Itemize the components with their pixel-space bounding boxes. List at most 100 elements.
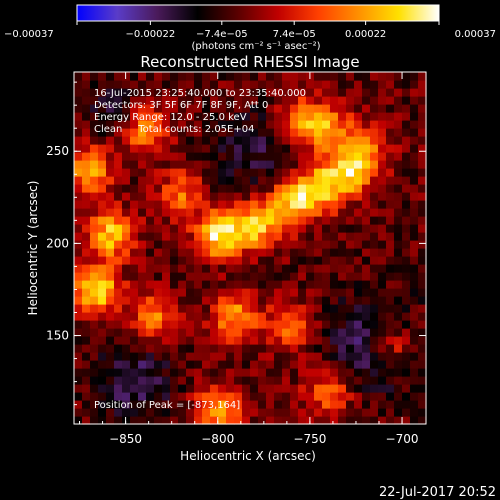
heatmap-cell (250, 304, 259, 313)
heatmap-cell (378, 232, 387, 241)
heatmap-cell (306, 128, 315, 137)
heatmap-cell (186, 416, 195, 425)
heatmap-cell (82, 296, 91, 305)
heatmap-cell (90, 296, 99, 305)
heatmap-cell (354, 240, 363, 249)
heatmap-cell (210, 376, 219, 385)
heatmap-cell (202, 392, 211, 401)
heatmap-cell (194, 208, 203, 217)
heatmap-cell (402, 120, 411, 129)
heatmap-cell (402, 144, 411, 153)
heatmap-cell (82, 88, 91, 97)
heatmap-cell (402, 360, 411, 369)
heatmap-cell (194, 264, 203, 273)
heatmap-cell (410, 288, 419, 297)
heatmap-cell (330, 152, 339, 161)
heatmap-cell (378, 168, 387, 177)
heatmap-cell (370, 200, 379, 209)
heatmap-cell (178, 360, 187, 369)
heatmap-cell (170, 152, 179, 161)
heatmap-cell (298, 344, 307, 353)
heatmap-cell (74, 72, 83, 81)
heatmap-cell (178, 208, 187, 217)
heatmap-cell (82, 232, 91, 241)
heatmap-cell (378, 328, 387, 337)
heatmap-cell (178, 96, 187, 105)
heatmap-cell (258, 376, 267, 385)
heatmap-cell (162, 256, 171, 265)
heatmap-cell (122, 336, 131, 345)
heatmap-cell (114, 72, 123, 81)
heatmap-cell (258, 280, 267, 289)
heatmap-cell (138, 152, 147, 161)
heatmap-cell (138, 88, 147, 97)
heatmap-cell (338, 368, 347, 377)
heatmap-cell (282, 400, 291, 409)
heatmap-cell (370, 120, 379, 129)
heatmap-cell (362, 320, 371, 329)
heatmap-cell (330, 288, 339, 297)
heatmap-cell (394, 152, 403, 161)
heatmap-cell (106, 336, 115, 345)
heatmap-cell (170, 112, 179, 121)
heatmap-cell (218, 304, 227, 313)
heatmap-cell (162, 352, 171, 361)
heatmap-cell (354, 272, 363, 281)
heatmap-cell (226, 184, 235, 193)
heatmap-cell (394, 192, 403, 201)
heatmap-cell (226, 208, 235, 217)
heatmap-cell (250, 168, 259, 177)
heatmap-cell (258, 400, 267, 409)
heatmap-cell (138, 160, 147, 169)
heatmap-cell (210, 224, 219, 233)
heatmap-cell (154, 96, 163, 105)
heatmap-cell (242, 104, 251, 113)
heatmap-cell (74, 280, 83, 289)
heatmap-cell (402, 128, 411, 137)
heatmap-cell (418, 376, 427, 385)
heatmap-cell (258, 120, 267, 129)
heatmap-cell (146, 352, 155, 361)
heatmap-cell (378, 72, 387, 81)
heatmap-cell (138, 304, 147, 313)
heatmap-cell (114, 360, 123, 369)
heatmap-cell (354, 168, 363, 177)
heatmap-cell (418, 240, 427, 249)
heatmap-cell (114, 264, 123, 273)
heatmap-cell (386, 288, 395, 297)
heatmap-cell (346, 416, 355, 425)
heatmap-cell (146, 288, 155, 297)
heatmap-cell (130, 360, 139, 369)
heatmap-cell (162, 224, 171, 233)
heatmap-cell (154, 88, 163, 97)
heatmap-cell (194, 184, 203, 193)
heatmap-cell (170, 280, 179, 289)
heatmap-cell (162, 264, 171, 273)
heatmap-cell (330, 160, 339, 169)
heatmap-cell (98, 168, 107, 177)
heatmap-cell (362, 352, 371, 361)
heatmap-cell (210, 344, 219, 353)
heatmap-cell (154, 240, 163, 249)
heatmap-cell (242, 168, 251, 177)
heatmap-cell (338, 96, 347, 105)
heatmap-cell (138, 408, 147, 417)
heatmap-cell (418, 224, 427, 233)
heatmap-cell (74, 408, 83, 417)
heatmap-cell (370, 208, 379, 217)
heatmap-cell (90, 368, 99, 377)
heatmap-cell (106, 296, 115, 305)
heatmap-cell (258, 304, 267, 313)
heatmap-cell (266, 264, 275, 273)
heatmap-cell (90, 352, 99, 361)
heatmap-cell (386, 200, 395, 209)
heatmap-cell (322, 304, 331, 313)
heatmap-cell (306, 360, 315, 369)
heatmap-cell (402, 328, 411, 337)
heatmap-cell (130, 352, 139, 361)
heatmap-cell (346, 88, 355, 97)
heatmap-cell (258, 200, 267, 209)
heatmap-cell (322, 376, 331, 385)
heatmap-cell (114, 400, 123, 409)
heatmap-cell (130, 208, 139, 217)
